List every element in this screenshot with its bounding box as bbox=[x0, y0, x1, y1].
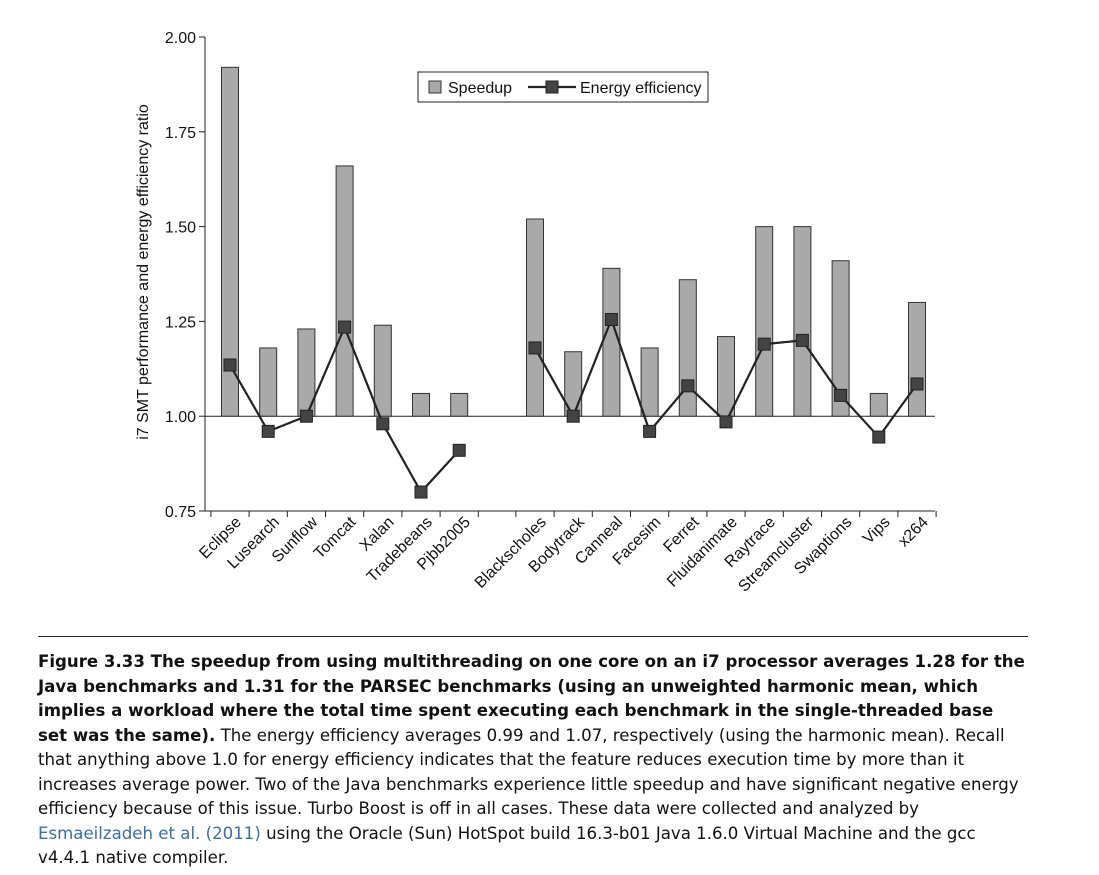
legend-speedup-label: Speedup bbox=[448, 80, 512, 97]
speedup-bar bbox=[373, 324, 392, 417]
x-tick-label: Tomcat bbox=[311, 513, 360, 562]
y-axis-label: i7 SMT performance and energy efficiency… bbox=[135, 104, 152, 440]
speedup-bar bbox=[831, 260, 850, 417]
speedup-bar bbox=[526, 218, 544, 417]
citation-link[interactable]: Esmaeilzadeh et al. (2011) bbox=[38, 823, 261, 843]
y-tick-label: 1.75 bbox=[165, 125, 196, 142]
legend-energy-label: Energy efficiency bbox=[580, 80, 702, 97]
y-tick-label: 0.75 bbox=[165, 504, 196, 521]
chart-area: 0.75 1.00 1.25 1.50 1.75 2.00 i7 SMT performan… bbox=[135, 30, 937, 596]
speedup-bar bbox=[259, 347, 278, 417]
energy-efficiency-marker bbox=[719, 415, 733, 429]
energy-efficiency-marker bbox=[604, 313, 618, 327]
energy-efficiency-marker bbox=[757, 337, 771, 351]
caption-bold-text: Figure 3.33 The speedup from using multi… bbox=[38, 652, 1025, 745]
speedup-bar bbox=[755, 226, 774, 417]
x-tick-label: Vips bbox=[860, 514, 894, 548]
speedup-bar bbox=[412, 392, 430, 417]
y-tick-label: 2.00 bbox=[165, 30, 196, 47]
x-tick-label: x264 bbox=[895, 514, 932, 551]
energy-efficiency-marker bbox=[452, 443, 466, 457]
speedup-bar bbox=[640, 347, 659, 417]
energy-efficiency-marker bbox=[910, 377, 924, 391]
speedup-bar bbox=[450, 392, 469, 417]
energy-efficiency-marker bbox=[872, 430, 886, 444]
speedup-bar bbox=[678, 279, 697, 417]
energy-efficiency-marker bbox=[643, 424, 657, 438]
y-tick-label: 1.25 bbox=[165, 314, 196, 331]
y-tick-label: 1.00 bbox=[165, 409, 196, 426]
speedup-bar bbox=[908, 301, 926, 417]
speedup-bar bbox=[602, 267, 621, 417]
speedup-bar bbox=[335, 165, 354, 417]
speedup-bar bbox=[869, 392, 888, 417]
energy-efficiency-marker bbox=[528, 341, 542, 355]
energy-efficiency-marker bbox=[566, 409, 580, 423]
energy-efficiency-marker bbox=[681, 379, 695, 393]
energy-efficiency-marker bbox=[414, 485, 428, 499]
speedup-bar bbox=[717, 336, 735, 417]
y-tick-label: 1.50 bbox=[165, 220, 196, 237]
legend-speedup-swatch bbox=[428, 80, 442, 94]
energy-efficiency-marker bbox=[261, 424, 275, 438]
chart-svg: 0.75 1.00 1.25 1.50 1.75 2.00 i7 SMT performan… bbox=[135, 30, 937, 596]
caption-text-part-1: The energy efficiency averages 0.99 and … bbox=[38, 725, 1019, 819]
speedup-bar bbox=[221, 66, 239, 417]
figure-caption: Figure 3.33 The speedup from using multi… bbox=[38, 650, 1028, 871]
energy-efficiency-marker bbox=[376, 417, 390, 431]
energy-efficiency-marker bbox=[223, 358, 237, 372]
energy-efficiency-marker bbox=[795, 333, 809, 347]
energy-efficiency-marker bbox=[338, 320, 352, 334]
caption-text-part-2: using the Oracle (Sun) HotSpot build 16.… bbox=[38, 823, 976, 868]
energy-efficiency-marker bbox=[834, 388, 848, 402]
energy-efficiency-marker bbox=[299, 409, 313, 423]
speedup-bar bbox=[793, 226, 812, 417]
legend-energy-marker bbox=[545, 80, 559, 94]
caption-divider bbox=[38, 636, 1028, 637]
